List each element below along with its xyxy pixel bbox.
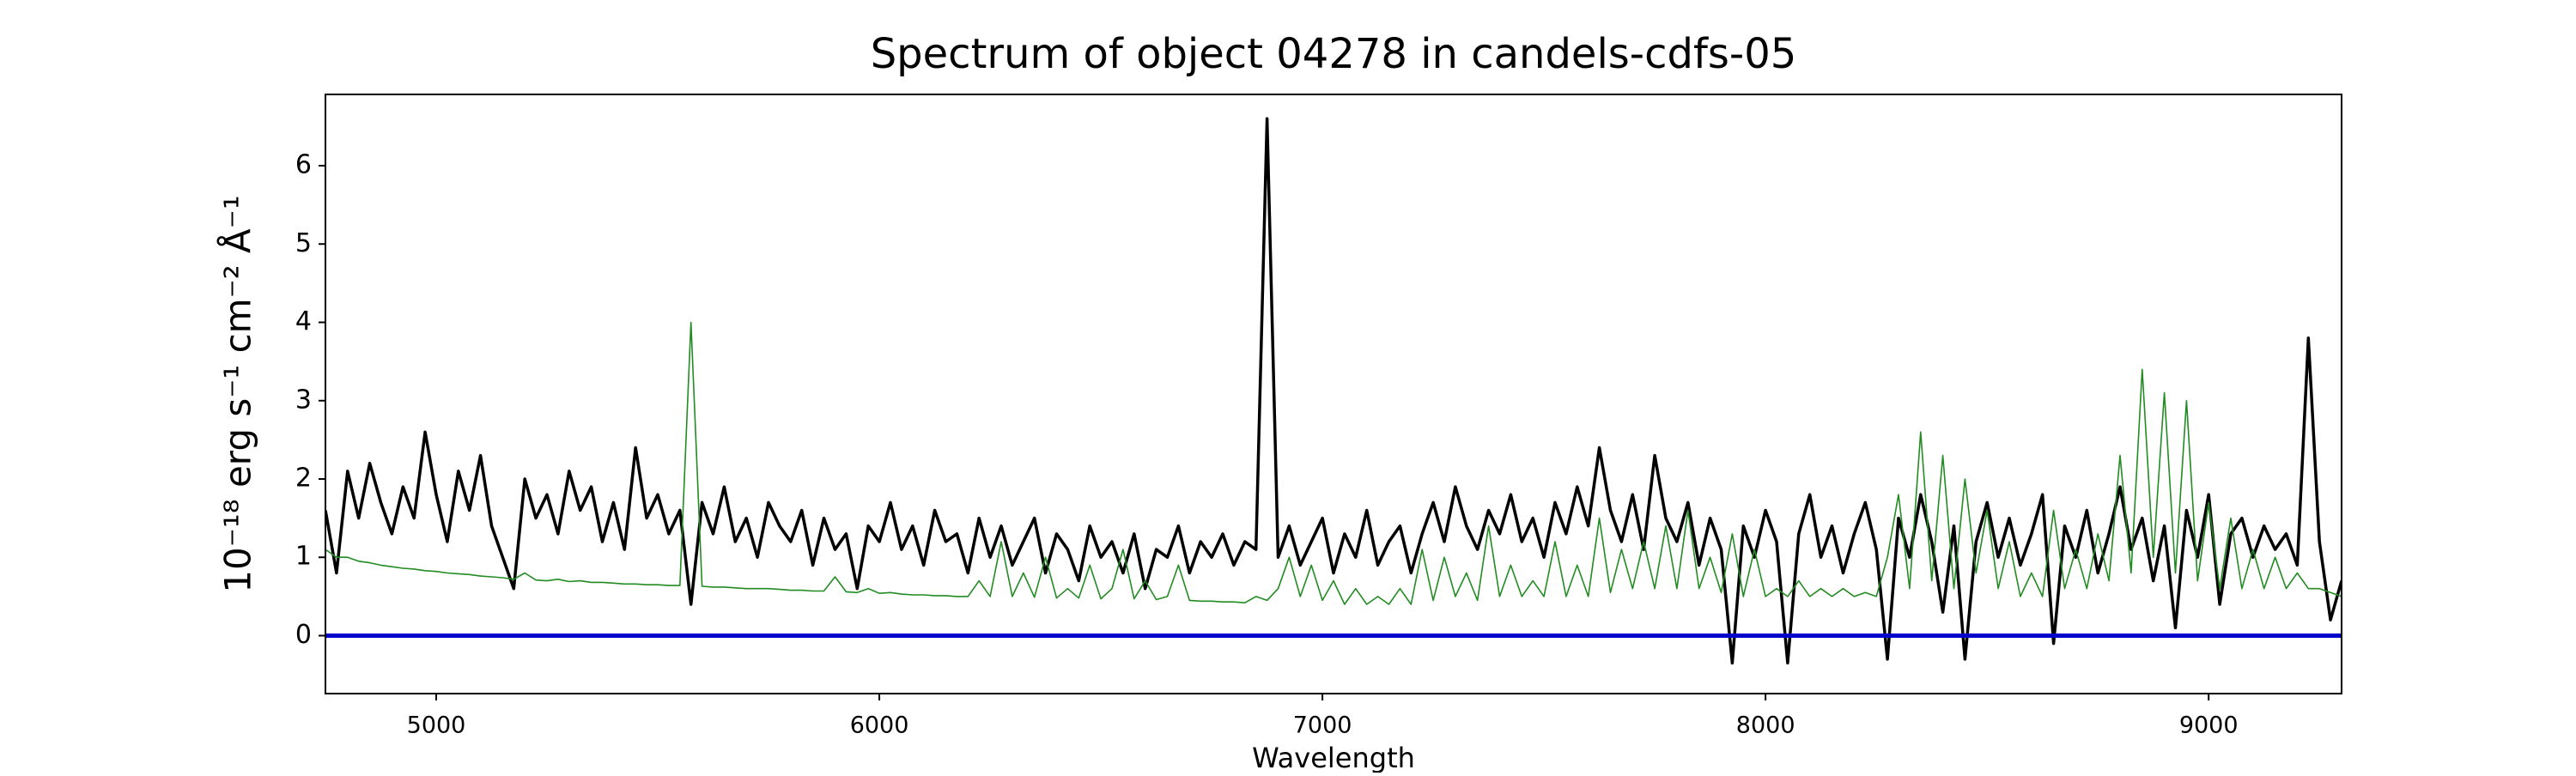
y-axis-label: 10⁻¹⁸ erg s⁻¹ cm⁻² Å⁻¹ bbox=[216, 195, 259, 592]
y-tick-label: 3 bbox=[295, 385, 312, 415]
y-tick-label: 4 bbox=[295, 306, 312, 336]
y-tick-label: 1 bbox=[295, 542, 312, 572]
x-axis-label: Wavelength bbox=[1252, 742, 1415, 773]
x-tick-label: 7000 bbox=[1293, 712, 1352, 739]
plot-frame bbox=[325, 94, 2342, 694]
x-tick-label: 5000 bbox=[407, 712, 466, 739]
y-tick-label: 0 bbox=[295, 620, 312, 650]
x-tick-label: 6000 bbox=[850, 712, 909, 739]
x-tick-label: 9000 bbox=[2179, 712, 2239, 739]
y-tick-label: 2 bbox=[295, 463, 312, 493]
chart-title: Spectrum of object 04278 in candels-cdfs… bbox=[871, 30, 1797, 78]
spectrum-line bbox=[325, 321, 2342, 605]
x-tick-label: 8000 bbox=[1736, 712, 1795, 739]
spectrum-line bbox=[325, 117, 2342, 665]
y-tick-label: 5 bbox=[295, 228, 312, 258]
y-tick-label: 6 bbox=[295, 150, 312, 180]
